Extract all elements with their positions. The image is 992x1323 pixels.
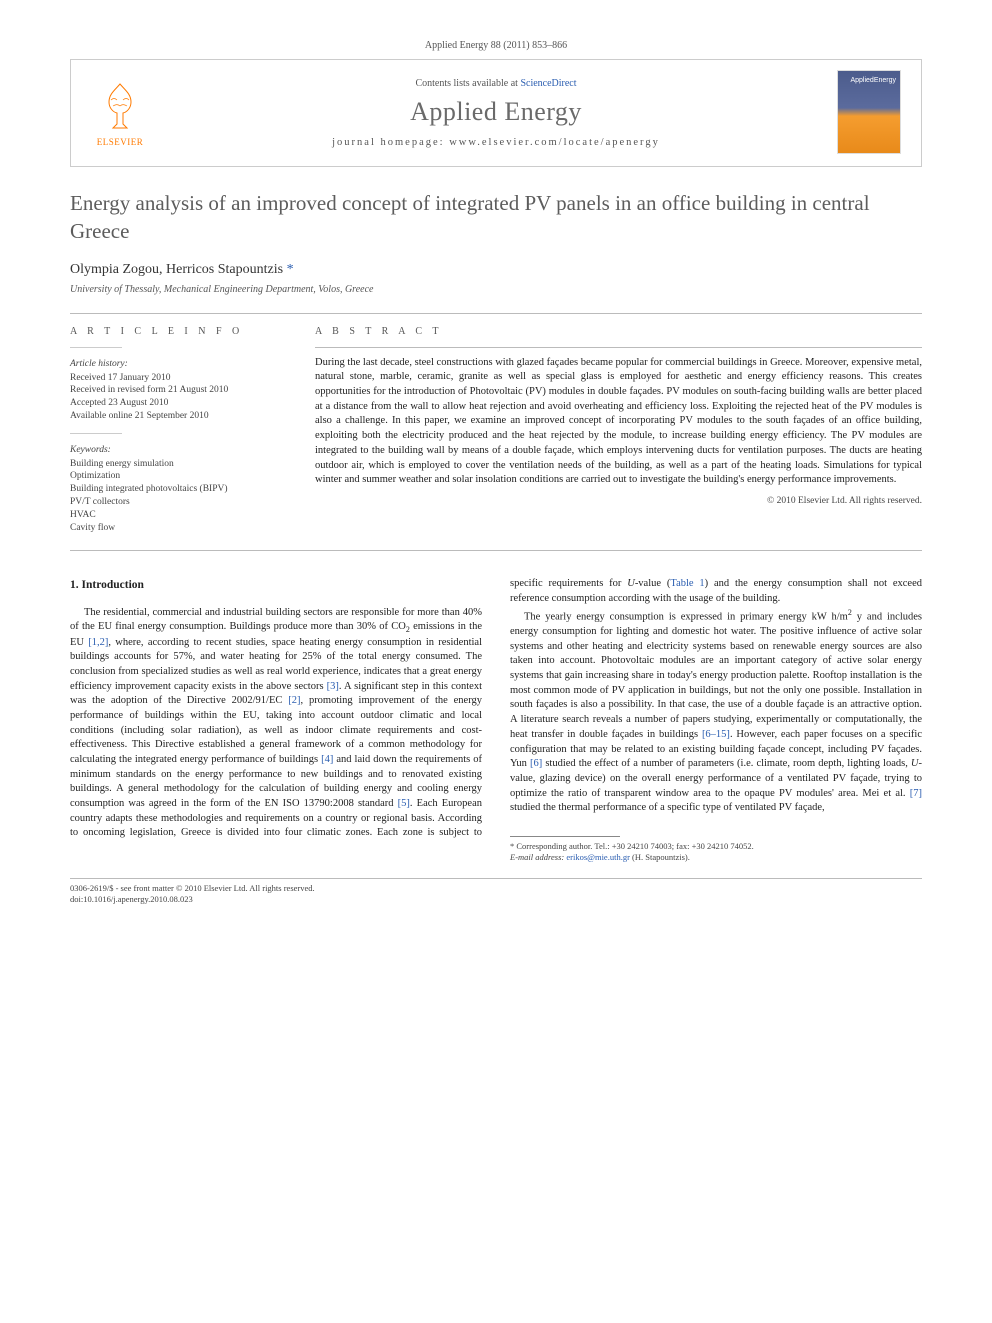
header-center: Contents lists available at ScienceDirec… [155,78,837,148]
email-label: E-mail address: [510,852,564,862]
footnote-line: E-mail address: erikos@mie.uth.gr (H. St… [510,852,922,863]
contents-line: Contents lists available at ScienceDirec… [155,78,837,89]
history-accepted: Accepted 23 August 2010 [70,397,285,410]
author-names: Olympia Zogou, Herricos Stapountzis [70,262,283,277]
keyword: Optimization [70,470,285,483]
divider [315,347,922,348]
email-link[interactable]: erikos@mie.uth.gr [566,852,630,862]
front-matter-line: 0306-2619/$ - see front matter © 2010 El… [70,883,922,894]
doi-line: doi:10.1016/j.apenergy.2010.08.023 [70,894,922,905]
elsevier-tree-icon [97,80,143,130]
text: y and includes energy consumption for li… [510,611,922,740]
contents-prefix: Contents lists available at [415,78,520,89]
keyword: Building energy simulation [70,458,285,471]
affiliation: University of Thessaly, Mechanical Engin… [70,284,922,295]
article-info-label: A R T I C L E I N F O [70,326,285,337]
journal-reference: Applied Energy 88 (2011) 853–866 [70,40,922,51]
cover-label: AppliedEnergy [850,77,896,84]
history-head: Article history: [70,358,285,371]
journal-cover-thumbnail: AppliedEnergy [837,70,901,154]
footnote-separator [510,836,620,837]
homepage-prefix: journal homepage: [332,137,449,148]
info-abstract-row: A R T I C L E I N F O Article history: R… [70,326,922,535]
keyword: PV/T collectors [70,496,285,509]
doi-block: 0306-2619/$ - see front matter © 2010 El… [70,883,922,906]
text: (H. Stapountzis). [630,852,690,862]
footnote-line: * Corresponding author. Tel.: +30 24210 … [510,841,922,852]
abstract-label: A B S T R A C T [315,326,922,337]
cover-thumb-block: AppliedEnergy [837,70,907,156]
keyword: Building integrated photovoltaics (BIPV) [70,483,285,496]
ref-link[interactable]: [1,2] [88,637,108,648]
text: studied the thermal performance of a spe… [510,802,825,813]
article-history: Article history: Received 17 January 201… [70,358,285,423]
bottom-divider [70,878,922,879]
table-link[interactable]: Table 1 [670,578,704,589]
ref-link[interactable]: [3] [327,681,339,692]
abstract-column: A B S T R A C T During the last decade, … [315,326,922,535]
authors: Olympia Zogou, Herricos Stapountzis * [70,262,922,278]
text: The yearly energy consumption is express… [524,611,848,622]
copyright: © 2010 Elsevier Ltd. All rights reserved… [315,496,922,506]
homepage-url: www.elsevier.com/locate/apenergy [449,137,660,148]
ref-link[interactable]: [6–15] [702,729,730,740]
italic-u: U [627,578,635,589]
journal-title: Applied Energy [155,97,837,127]
keywords-head: Keywords: [70,444,285,457]
keyword: Cavity flow [70,522,285,535]
text: studied the effect of a number of parame… [542,758,911,769]
history-received: Received 17 January 2010 [70,372,285,385]
article-title: Energy analysis of an improved concept o… [70,189,922,246]
info-divider [70,347,122,348]
ref-link[interactable]: [2] [288,695,300,706]
text: -value ( [635,578,671,589]
paragraph: The yearly energy consumption is express… [510,607,922,816]
divider [70,550,922,551]
history-online: Available online 21 September 2010 [70,410,285,423]
keywords-block: Keywords: Building energy simulation Opt… [70,444,285,535]
footnote-block: * Corresponding author. Tel.: +30 24210 … [510,836,922,864]
abstract-text: During the last decade, steel constructi… [315,356,922,488]
ref-link[interactable]: [6] [530,758,542,769]
ref-link[interactable]: [4] [321,754,333,765]
article-info-column: A R T I C L E I N F O Article history: R… [70,326,285,535]
sciencedirect-link[interactable]: ScienceDirect [520,78,576,89]
corresponding-author-link[interactable]: * [283,262,294,277]
publisher-logo-block: ELSEVIER [85,80,155,147]
corresponding-footnote: * Corresponding author. Tel.: +30 24210 … [510,841,922,864]
journal-header-box: ELSEVIER Contents lists available at Sci… [70,59,922,167]
homepage-line: journal homepage: www.elsevier.com/locat… [155,137,837,148]
ref-link[interactable]: [7] [910,788,922,799]
ref-link[interactable]: [5] [398,798,410,809]
keyword: HVAC [70,509,285,522]
info-divider [70,433,122,434]
publisher-name: ELSEVIER [85,137,155,147]
divider [70,313,922,314]
history-revised: Received in revised form 21 August 2010 [70,384,285,397]
italic-u: U [911,758,919,769]
body-text: 1. Introduction The residential, commerc… [70,577,922,863]
section-heading: 1. Introduction [70,577,482,593]
